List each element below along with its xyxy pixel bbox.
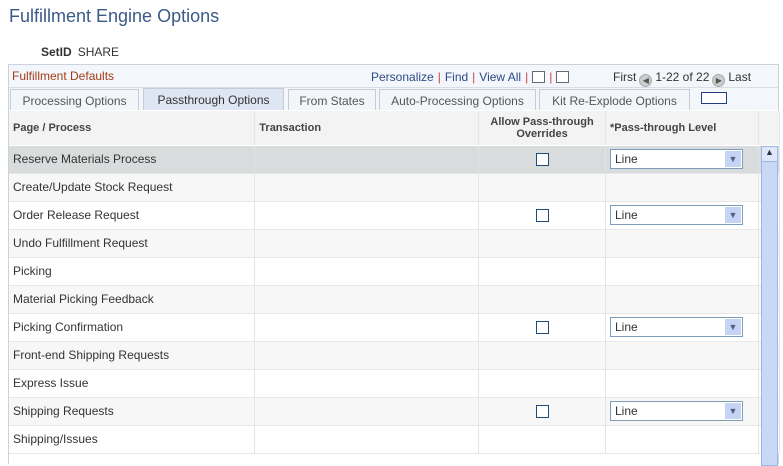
pass-through-level-value: Line — [615, 404, 638, 418]
chevron-down-icon: ▼ — [725, 151, 741, 167]
table-row[interactable]: Shipping Requests Line ▼ — [9, 397, 781, 426]
tab-passthrough-options[interactable]: Passthrough Options — [143, 88, 284, 110]
new-window-icon[interactable] — [532, 71, 546, 83]
override-cell — [478, 397, 606, 426]
passthrough-table: Page / Process Transaction Allow Pass-th… — [9, 111, 781, 454]
table-row[interactable]: Front-end Shipping Requests — [9, 341, 781, 370]
level-cell: Line ▼ — [605, 397, 759, 426]
transaction-cell — [254, 173, 480, 202]
transaction-cell — [254, 397, 480, 426]
vertical-scrollbar[interactable]: ▲ — [761, 146, 778, 466]
col-allow-overrides: Allow Pass-through Overrides — [478, 111, 606, 146]
tab-processing-options[interactable]: Processing Options — [10, 89, 139, 110]
tab-bar: Processing Options Passthrough Options F… — [9, 88, 778, 110]
page-process-cell: Picking Confirmation — [9, 313, 256, 342]
last-link[interactable]: Last — [728, 70, 752, 84]
view-all-link[interactable]: View All — [479, 70, 522, 84]
transaction-cell — [254, 201, 480, 230]
grid-nav: Personalize | Find | View All | | — [371, 70, 570, 84]
page-process-cell: Material Picking Feedback — [9, 285, 256, 314]
chevron-down-icon: ▼ — [725, 207, 741, 223]
page-process-cell: Picking — [9, 257, 256, 286]
transaction-cell — [254, 369, 480, 398]
transaction-cell — [254, 145, 480, 174]
transaction-cell — [254, 313, 480, 342]
pass-through-level-select[interactable]: Line ▼ — [610, 149, 743, 169]
col-page-process: Page / Process — [9, 111, 256, 146]
pass-through-level-value: Line — [615, 208, 638, 222]
allow-override-checkbox[interactable] — [535, 208, 549, 222]
pass-through-level-value: Line — [615, 152, 638, 166]
transaction-cell — [254, 285, 480, 314]
page-process-cell: Order Release Request — [9, 201, 256, 230]
col-transaction: Transaction — [254, 111, 480, 146]
scroll-up-icon[interactable]: ▲ — [762, 147, 777, 162]
pass-through-level-select[interactable]: Line ▼ — [610, 205, 743, 225]
tab-from-states[interactable]: From States — [288, 89, 376, 110]
transaction-cell — [254, 425, 480, 454]
page-title: Fulfillment Engine Options — [9, 6, 220, 26]
pass-through-level-select[interactable]: Line ▼ — [610, 317, 743, 337]
pass-through-level-value: Line — [615, 320, 638, 334]
level-cell: Line ▼ — [605, 313, 759, 342]
table-row[interactable]: Express Issue — [9, 369, 781, 398]
personalize-link[interactable]: Personalize — [371, 70, 434, 84]
page-process-cell: Undo Fulfillment Request — [9, 229, 256, 258]
transaction-cell — [254, 229, 480, 258]
table-row[interactable]: Undo Fulfillment Request — [9, 229, 781, 258]
table-row[interactable]: Shipping/Issues — [9, 425, 781, 454]
page-process-cell: Express Issue — [9, 369, 256, 398]
level-cell: Line ▼ — [605, 145, 759, 174]
pass-through-level-select[interactable]: Line ▼ — [610, 401, 743, 421]
page-process-cell: Shipping/Issues — [9, 425, 256, 454]
transaction-cell — [254, 341, 480, 370]
download-spreadsheet-icon[interactable] — [556, 71, 570, 83]
allow-override-checkbox[interactable] — [535, 152, 549, 166]
row-range: 1-22 of 22 — [655, 70, 710, 84]
level-cell: Line ▼ — [605, 201, 759, 230]
previous-icon[interactable]: ◀ — [639, 74, 653, 87]
page-process-cell: Shipping Requests — [9, 397, 256, 426]
setid-value: SHARE — [77, 45, 120, 59]
allow-override-checkbox[interactable] — [535, 404, 549, 418]
grid-title: Fulfillment Defaults — [12, 69, 115, 83]
table-row[interactable]: Material Picking Feedback — [9, 285, 781, 314]
fulfillment-defaults-grid: Fulfillment Defaults Personalize | Find | Vi… — [8, 64, 781, 466]
chevron-down-icon: ▼ — [725, 403, 741, 419]
override-cell — [478, 145, 606, 174]
first-link[interactable]: First — [613, 70, 637, 84]
col-pass-through-level: *Pass-through Level — [605, 111, 759, 146]
page-process-cell: Create/Update Stock Request — [9, 173, 256, 202]
page-process-cell: Front-end Shipping Requests — [9, 341, 256, 370]
table-row[interactable]: Reserve Materials Process Line ▼ — [9, 145, 781, 174]
transaction-cell — [254, 257, 480, 286]
tab-auto-processing-options[interactable]: Auto-Processing Options — [379, 89, 536, 110]
table-row[interactable]: Picking Confirmation Line ▼ — [9, 313, 781, 342]
find-link[interactable]: Find — [444, 70, 469, 84]
show-all-columns-icon — [701, 92, 727, 104]
table-row[interactable]: Create/Update Stock Request — [9, 173, 781, 202]
tab-kit-re-explode-options[interactable]: Kit Re-Explode Options — [539, 89, 690, 110]
page-process-cell: Reserve Materials Process — [9, 145, 256, 174]
table-row[interactable]: Picking — [9, 257, 781, 286]
next-icon[interactable]: ▶ — [712, 74, 726, 87]
pagination: First ◀ 1-22 of 22 ▶ Last — [613, 70, 751, 87]
grid-header: Fulfillment Defaults Personalize | Find | Vi… — [9, 65, 778, 88]
override-cell — [478, 201, 606, 230]
table-row[interactable]: Order Release Request Line ▼ — [9, 201, 781, 230]
show-all-columns-button[interactable] — [694, 89, 734, 110]
setid-label: SetID — [41, 45, 72, 59]
setid-field: SetID SHARE — [41, 45, 119, 59]
chevron-down-icon: ▼ — [725, 319, 741, 335]
override-cell — [478, 313, 606, 342]
allow-override-checkbox[interactable] — [535, 320, 549, 334]
